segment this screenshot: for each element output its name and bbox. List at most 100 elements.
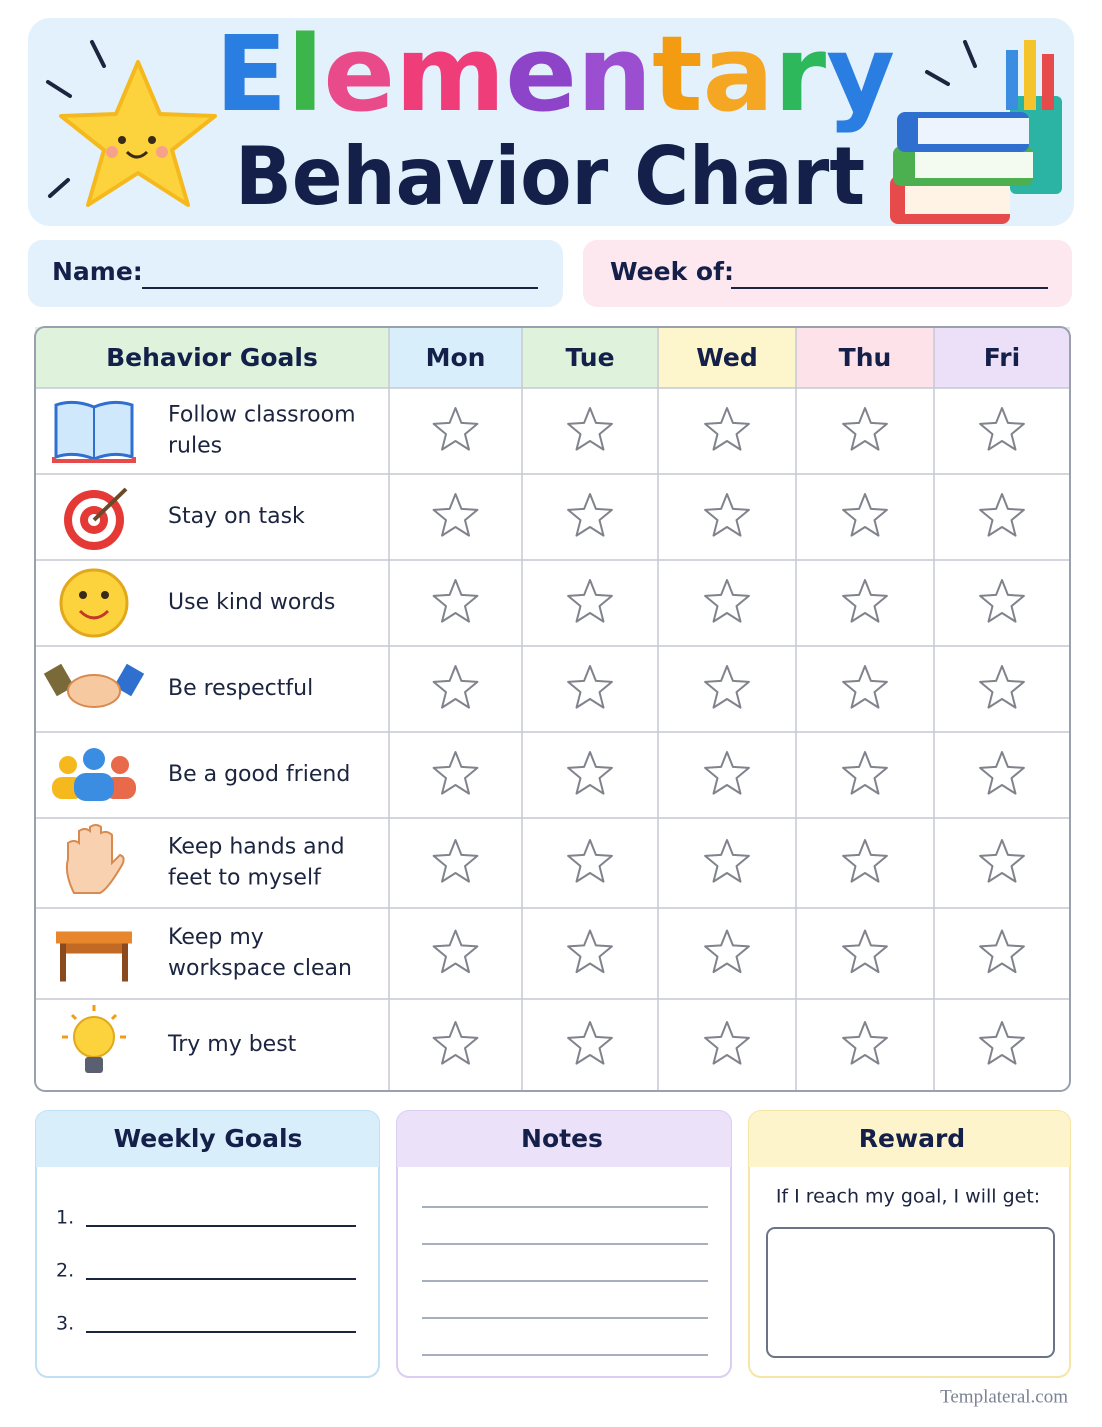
goal-line: rules: [168, 434, 222, 459]
goal-text: Stay on task: [168, 504, 305, 529]
star-checkbox: [979, 929, 1025, 974]
goal-icon: [59, 568, 129, 638]
goal-line: Be a good friend: [168, 762, 350, 787]
title-letter: t: [652, 13, 703, 135]
week-box: [583, 240, 1072, 307]
star-checkbox: [567, 929, 613, 974]
star-checkbox: [979, 751, 1025, 795]
star-checkbox: [979, 839, 1025, 883]
star-checkbox: [432, 929, 479, 974]
header-cell: [796, 327, 934, 388]
title-letter: m: [395, 13, 505, 135]
star-checkbox: [567, 1021, 613, 1065]
goal-line: Keep my: [168, 925, 264, 950]
reward-panel: Reward If I reach my goal, I will get:: [748, 1110, 1071, 1378]
star-checkbox: [704, 407, 750, 451]
title-letter: a: [703, 13, 774, 135]
goal-text: Follow classroom rules: [168, 403, 356, 459]
star-checkbox: [842, 665, 888, 709]
goal-number: 2.: [56, 1260, 74, 1282]
week-label: Week of:: [610, 257, 734, 286]
goal-number: 1.: [56, 1207, 74, 1229]
goal-text: Keep my workspace clean: [168, 925, 352, 981]
goal-line: workspace clean: [168, 956, 352, 981]
star-checkbox: [432, 839, 479, 883]
star-checkbox: [567, 579, 613, 623]
goal-icon: [62, 1005, 126, 1073]
star-checkbox: [704, 839, 750, 883]
title-letter: e: [505, 13, 577, 135]
goal-line: Stay on task: [168, 504, 305, 529]
star-checkbox: [842, 929, 888, 974]
name-label: Name:: [52, 257, 143, 286]
star-checkbox: [979, 407, 1025, 451]
title-letter: r: [774, 13, 826, 135]
star-checkbox: [704, 665, 750, 709]
star-checkbox: [842, 579, 888, 623]
header-cell: [658, 327, 796, 388]
title-letter: E: [215, 13, 287, 135]
star-checkbox: [704, 1021, 750, 1065]
title-letter: y: [826, 13, 895, 135]
goal-icon: [64, 487, 128, 550]
star-checkbox: [704, 493, 750, 537]
table-bg: [35, 327, 1070, 1091]
subtitle: Behavior Chart: [235, 130, 865, 223]
goal-line: Try my best: [167, 1032, 297, 1057]
goal-icon: [56, 931, 132, 982]
goal-line: Be respectful: [168, 676, 313, 701]
star-checkbox: [842, 1021, 888, 1065]
title-letter: e: [323, 13, 395, 135]
star-checkbox: [704, 929, 750, 974]
footer: Templateral.com: [940, 1386, 1068, 1407]
goal-line: feet to myself: [168, 866, 322, 891]
star-checkbox: [979, 579, 1025, 623]
star-checkbox: [842, 493, 888, 537]
goal-text: Be respectful: [168, 676, 313, 701]
star-checkbox: [842, 751, 888, 795]
header-label: Wed: [696, 343, 758, 372]
header-label: Fri: [984, 343, 1020, 372]
star-mascot: [46, 40, 217, 207]
star-checkbox: [979, 493, 1025, 537]
header-label: Mon: [426, 343, 486, 372]
star-checkbox: [432, 1021, 479, 1065]
header-label: Tue: [565, 343, 614, 372]
goal-text: Use kind words: [168, 590, 335, 615]
table-border: [34, 326, 1071, 1092]
star-checkbox: [842, 407, 888, 451]
goal-line: Use kind words: [168, 590, 335, 615]
star-checkbox: [432, 751, 479, 795]
books-icon: [890, 40, 1062, 224]
star-checkbox: [432, 579, 479, 623]
title-letter: n: [577, 13, 652, 135]
goal-icon: [52, 400, 136, 463]
star-checkbox: [432, 493, 479, 537]
star-checkbox: [567, 493, 613, 537]
star-checkbox: [979, 1021, 1025, 1065]
star-checkbox: [979, 665, 1025, 709]
panel-title: Weekly Goals: [114, 1124, 303, 1153]
star-checkbox: [432, 407, 479, 451]
star-checkbox: [567, 839, 613, 883]
star-checkbox: [704, 579, 750, 623]
star-checkbox: [432, 665, 479, 709]
goal-icon: [43, 663, 145, 708]
star-checkbox: [704, 751, 750, 795]
goal-icon: [65, 824, 125, 894]
name-box: [28, 240, 563, 307]
notes-panel: Notes: [396, 1110, 732, 1378]
header-cell: [522, 327, 658, 388]
goal-text: Try my best: [167, 1032, 297, 1057]
header-label: Behavior Goals: [106, 343, 318, 372]
goal-line: Follow classroom: [168, 403, 356, 428]
star-checkbox: [567, 751, 613, 795]
star-checkbox: [567, 665, 613, 709]
star-checkbox: [567, 407, 613, 451]
panel-title: Notes: [521, 1124, 603, 1153]
header-cell: [35, 327, 389, 388]
weekly-goals-panel: Weekly Goals 1. 2. 3.: [35, 1110, 380, 1378]
header-cell: [934, 327, 1070, 388]
goal-number: 3.: [56, 1313, 74, 1335]
